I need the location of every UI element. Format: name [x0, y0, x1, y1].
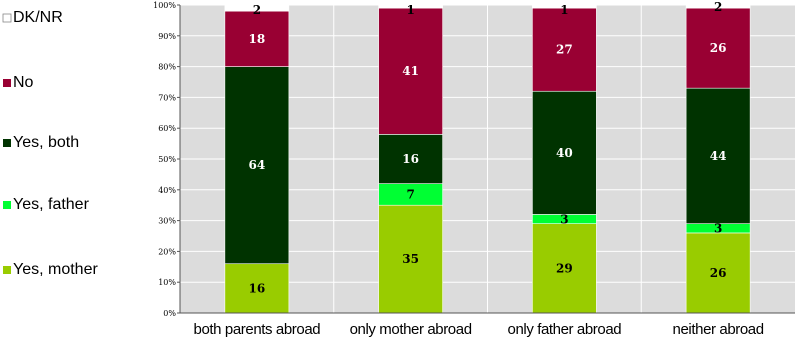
legend-swatch [3, 139, 11, 147]
bar-segment [685, 1, 751, 9]
data-label: 40 [556, 146, 573, 160]
value-labels: 16 64 18 2 35 7 16 41 1 29 3 40 27 1 26 3 44 26 2 [249, 0, 727, 295]
bar-segment [685, 232, 751, 314]
data-label: 1 [406, 3, 414, 17]
y-tick-label: 50% [158, 155, 176, 164]
bar-segment [378, 7, 443, 135]
data-label: 44 [710, 149, 727, 163]
data-label: 35 [402, 252, 419, 266]
legend-label: Yes, mother [13, 261, 98, 278]
data-label: 41 [402, 64, 419, 78]
legend-label: Yes, father [13, 196, 90, 213]
bars [224, 1, 751, 314]
y-tick-label: 60% [158, 124, 176, 133]
bar-segment [532, 4, 597, 9]
bar-segment [224, 263, 290, 314]
data-label: 26 [710, 266, 727, 280]
bar-segment [378, 4, 443, 9]
bar-segment [685, 7, 751, 89]
bar-segment [224, 4, 290, 12]
bar-segment [224, 66, 290, 265]
data-label: 2 [253, 3, 261, 17]
data-label: 2 [714, 0, 722, 14]
legend-label: DK/NR [13, 9, 63, 26]
y-tick-label: 70% [158, 93, 176, 102]
bar-segment [685, 87, 751, 224]
x-category-label: only mother abroad [350, 321, 472, 338]
data-label: 18 [249, 32, 266, 46]
bar-segment [378, 204, 443, 314]
legend-swatch [3, 79, 11, 87]
legend-label: No [13, 74, 34, 91]
bar-segment [532, 223, 597, 314]
bar-segment [224, 10, 290, 67]
data-label: 1 [560, 3, 568, 17]
y-tick-label: 80% [158, 63, 176, 72]
data-label: 16 [402, 152, 419, 166]
y-axis: 0% 10% 20% 30% 40% 50% 60% 70% 80% 90% 100% [153, 1, 181, 318]
data-label: 7 [406, 187, 414, 201]
data-label: 3 [714, 222, 722, 236]
bar-segment [532, 7, 597, 92]
bar-segment [532, 90, 597, 215]
legend-swatch [3, 201, 11, 209]
data-label: 64 [249, 158, 266, 172]
x-category-label: both parents abroad [194, 321, 321, 338]
legend-swatch [3, 266, 11, 274]
x-axis: both parents abroad only mother abroad onl… [180, 312, 795, 338]
y-tick-label: 10% [158, 278, 176, 287]
bar-segment [378, 134, 443, 184]
data-label: 29 [556, 261, 573, 275]
legend-swatch [2, 13, 12, 23]
legend-label: Yes, both [13, 134, 79, 151]
x-category-label: neither abroad [673, 321, 764, 338]
y-tick-label: 40% [158, 186, 176, 195]
y-tick-label: 0% [163, 309, 176, 318]
x-category-label: only father abroad [508, 321, 622, 338]
legend: DK/NR No Yes, both Yes, father Yes, mother [2, 9, 98, 278]
y-tick-label: 90% [158, 32, 176, 41]
data-label: 16 [249, 281, 266, 295]
data-label: 26 [710, 41, 727, 55]
data-label: 27 [556, 43, 573, 57]
y-tick-label: 20% [158, 247, 176, 256]
y-tick-label: 30% [158, 217, 176, 226]
y-tick-label: 100% [153, 1, 176, 10]
data-label: 3 [560, 212, 568, 226]
